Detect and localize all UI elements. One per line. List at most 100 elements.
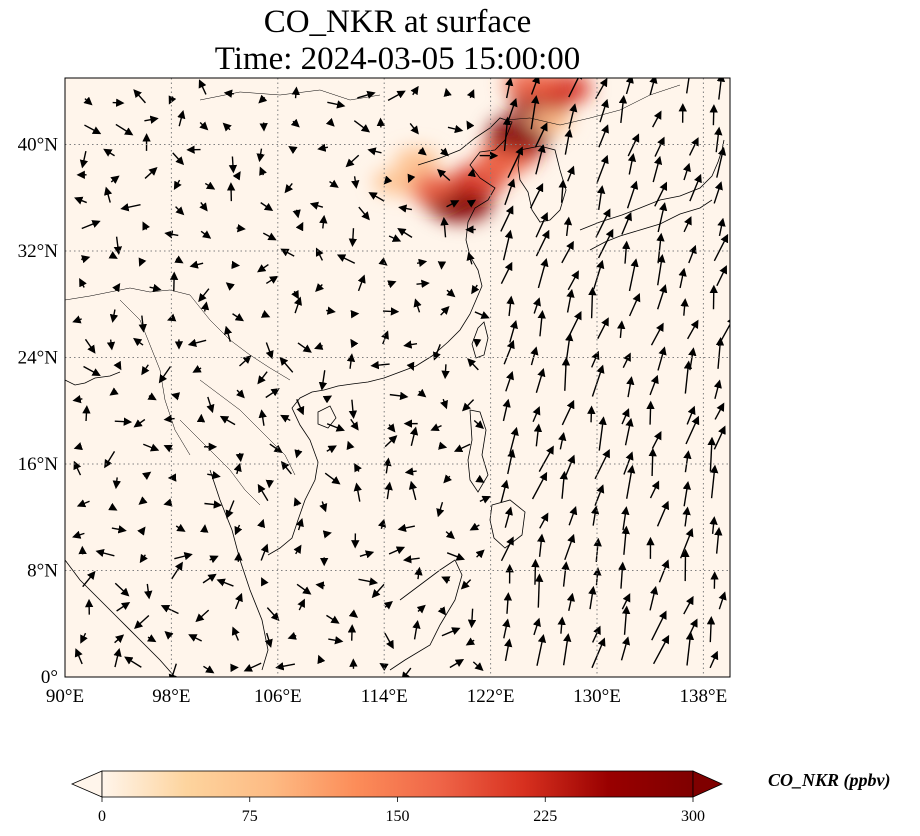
wind-vector xyxy=(588,585,597,610)
wind-vector xyxy=(104,451,116,469)
wind-vector xyxy=(199,202,208,212)
lat-tick-label: 0° xyxy=(41,667,58,688)
wind-vector xyxy=(446,552,465,561)
wind-vector xyxy=(377,518,387,530)
wind-vector xyxy=(295,221,304,232)
wind-vector xyxy=(112,282,121,293)
lat-tick-label: 32°N xyxy=(18,241,59,262)
wind-vector xyxy=(175,523,186,532)
wind-vector xyxy=(258,94,268,104)
wind-vectors xyxy=(72,78,730,677)
wind-vector xyxy=(389,391,409,401)
wind-vector xyxy=(410,85,419,96)
wind-vector xyxy=(315,581,325,590)
wind-vector xyxy=(143,443,160,452)
wind-vector xyxy=(168,663,177,677)
wind-vector xyxy=(358,577,379,586)
wind-vector xyxy=(346,440,355,451)
wind-vector xyxy=(407,173,416,183)
wind-vector xyxy=(134,614,150,629)
wind-vector xyxy=(682,506,691,527)
wind-vector xyxy=(539,512,549,529)
wind-vector xyxy=(417,146,427,156)
wind-vector xyxy=(531,471,548,500)
wind-vector xyxy=(414,566,423,580)
wind-vector xyxy=(504,178,516,206)
wind-vector xyxy=(505,371,514,392)
wind-vector xyxy=(368,192,385,202)
wind-vector xyxy=(95,548,115,558)
wind-vector xyxy=(685,631,695,666)
title-line-2: Time: 2024-03-05 15:00:00 xyxy=(214,41,581,77)
wind-vector xyxy=(537,533,546,557)
wind-vector xyxy=(336,254,356,264)
wind-vector xyxy=(561,399,575,426)
wind-vector xyxy=(591,350,600,368)
wind-vector xyxy=(109,387,119,396)
wind-vector xyxy=(262,232,277,241)
wind-vector xyxy=(79,150,88,169)
wind-vector xyxy=(351,176,360,189)
wind-vector xyxy=(381,330,389,345)
wind-vector xyxy=(82,405,91,422)
wind-vector xyxy=(167,313,177,322)
wind-vector xyxy=(163,498,173,507)
wind-vector xyxy=(168,95,177,105)
wind-vector xyxy=(290,118,300,128)
wind-vector xyxy=(72,530,85,539)
colorbar-tick-label: 225 xyxy=(533,808,557,825)
wind-vector xyxy=(561,357,571,391)
wind-vector xyxy=(686,405,696,425)
wind-vector xyxy=(502,116,512,152)
wind-vector xyxy=(76,499,90,508)
wind-vector xyxy=(537,310,546,337)
wind-vector xyxy=(348,228,358,248)
wind-vector xyxy=(133,337,144,347)
wind-vector xyxy=(568,78,583,98)
plot-frame xyxy=(64,77,731,678)
wind-vector xyxy=(467,358,479,371)
wind-vector xyxy=(502,618,511,639)
wind-vector xyxy=(297,598,305,611)
wind-vector xyxy=(172,152,185,166)
wind-vector xyxy=(591,637,606,669)
wind-vector xyxy=(446,200,460,208)
india-coast xyxy=(65,371,121,386)
border-china-south xyxy=(189,294,291,381)
wind-vector xyxy=(624,417,634,446)
wind-vector xyxy=(280,414,291,423)
wind-vector xyxy=(652,155,663,183)
wind-vector xyxy=(163,414,175,424)
wind-vector xyxy=(266,607,280,622)
wind-vector xyxy=(228,156,238,174)
wind-vector xyxy=(621,408,630,425)
wind-vector xyxy=(462,399,475,412)
wind-vector xyxy=(597,317,609,339)
wind-vector xyxy=(465,637,476,646)
wind-vector xyxy=(243,662,262,672)
wind-vector xyxy=(111,525,127,534)
wind-vector xyxy=(534,573,544,608)
wind-vector xyxy=(279,356,294,373)
colorbar-tick-label: 0 xyxy=(98,808,106,825)
wind-vector xyxy=(566,165,575,182)
wind-vector xyxy=(72,315,82,324)
korea-coastline xyxy=(517,145,567,223)
wind-vector xyxy=(324,472,341,485)
wind-vector xyxy=(188,634,203,642)
wind-vector xyxy=(408,480,418,501)
wind-vector xyxy=(445,530,455,540)
wind-vector xyxy=(83,365,101,376)
wind-vector xyxy=(628,293,641,317)
wind-vector xyxy=(384,632,394,650)
wind-vector xyxy=(590,505,600,526)
wind-vector xyxy=(84,124,102,135)
wind-vector xyxy=(558,432,567,450)
wind-vector xyxy=(596,154,609,184)
wind-vector xyxy=(171,561,183,580)
wind-vector xyxy=(506,295,515,317)
wind-vector xyxy=(651,610,667,641)
wind-vector xyxy=(652,634,670,665)
wind-vector xyxy=(257,483,269,502)
wind-vector xyxy=(314,341,324,350)
